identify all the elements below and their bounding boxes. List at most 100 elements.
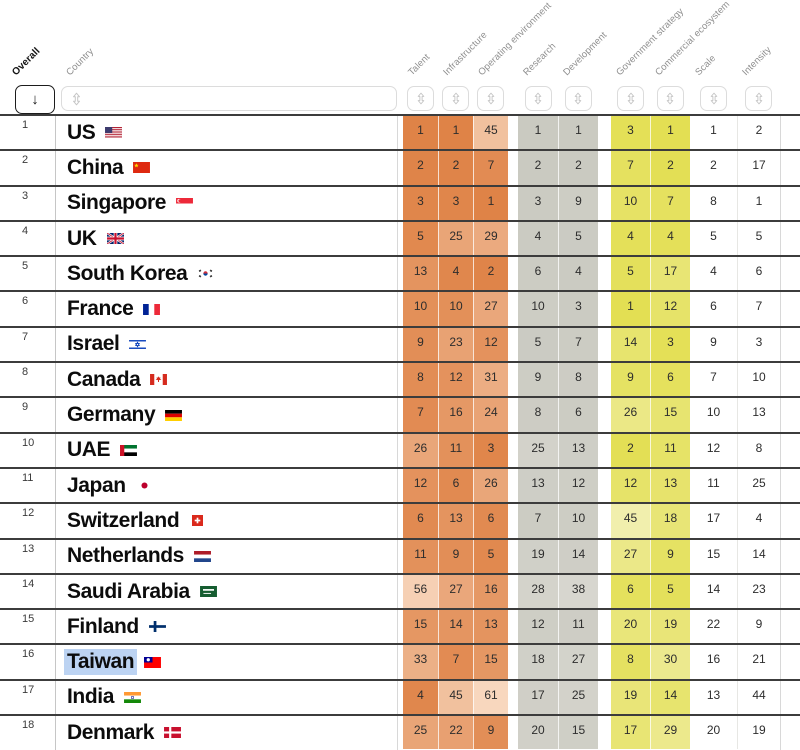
cell-infrastructure: 4 (438, 257, 473, 291)
column-header-scale: Scale (693, 53, 719, 78)
country-name: India (67, 685, 115, 709)
cell-infrastructure: 23 (438, 327, 473, 362)
sort-button-scale[interactable] (700, 86, 727, 111)
cell-government-strategy: 17 (611, 716, 650, 750)
rank-label: 3 (22, 189, 29, 202)
column-header-operating-environment: Operating environment (476, 0, 554, 79)
sort-updown-icon (574, 92, 582, 105)
cell-intensity: 2 (737, 116, 780, 150)
cell-research: 4 (518, 221, 558, 256)
country-name: South Korea (67, 261, 188, 285)
country-name: Germany (67, 403, 156, 427)
flag-fr-icon (143, 303, 161, 315)
country-cell: China (64, 155, 151, 181)
sort-updown-icon (452, 92, 459, 105)
sort-updown-icon (755, 92, 762, 105)
country-name: Japan (67, 473, 126, 497)
flag-ch-icon (192, 515, 204, 527)
cell-development: 13 (558, 433, 598, 467)
cell-operating-environment: 15 (473, 645, 508, 679)
cell-operating-environment: 2 (473, 257, 508, 291)
sort-button-intensity[interactable] (745, 86, 772, 111)
sort-button-talent[interactable] (407, 86, 434, 111)
cell-scale: 17 (706, 511, 721, 526)
table-row: 5 South Korea 13 4 2 6 4 5 17 4 6 (0, 255, 800, 291)
table-row: 2 China 2 2 7 2 2 7 2 2 17 (0, 149, 800, 185)
country-filter-input[interactable] (61, 86, 397, 111)
cell-development: 11 (558, 610, 598, 644)
cell-research: 13 (518, 468, 558, 503)
cell-commercial-ecosystem: 11 (650, 433, 690, 467)
cell-infrastructure: 7 (438, 645, 473, 679)
cell-scale: 1 (710, 123, 717, 137)
sort-updown-icon (666, 92, 674, 105)
cell-infrastructure: 22 (438, 716, 473, 750)
country-cell: Singapore (64, 190, 194, 216)
column-header-talent: Talent (406, 51, 433, 78)
cell-operating-environment: 31 (473, 363, 508, 397)
rank-label: 8 (22, 366, 29, 379)
cell-infrastructure: 27 (438, 574, 473, 609)
overall-sort-button[interactable]: ↓ (15, 85, 55, 114)
cell-talent: 15 (403, 610, 438, 644)
table-row: 8 Canada 8 12 31 9 8 9 6 7 10 (0, 361, 800, 397)
cell-commercial-ecosystem: 6 (650, 363, 690, 397)
cell-operating-environment: 5 (473, 539, 508, 573)
table-row: 10 UAE 26 11 3 25 13 2 11 12 8 (0, 431, 800, 467)
cell-commercial-ecosystem: 5 (650, 574, 690, 609)
sort-button-government-strategy[interactable] (617, 86, 644, 111)
cell-scale: 22 (706, 617, 721, 632)
sort-button-infrastructure[interactable] (442, 86, 469, 111)
sort-updown-icon (534, 92, 542, 105)
country-name: Finland (67, 614, 139, 638)
cell-commercial-ecosystem: 3 (650, 327, 690, 362)
cell-infrastructure: 16 (438, 398, 473, 432)
cell-talent: 6 (403, 504, 438, 538)
table-row: 18 Denmark 25 22 9 20 15 17 29 20 19 (0, 714, 800, 750)
cell-government-strategy: 12 (611, 468, 650, 503)
cell-research: 25 (518, 433, 558, 467)
cell-operating-environment: 1 (473, 186, 508, 220)
rank-label: 13 (22, 542, 35, 555)
table-row: 7 Israel 9 23 12 5 7 14 3 9 3 (0, 325, 800, 362)
rank-label: 7 (22, 330, 29, 343)
cell-talent: 9 (403, 327, 438, 362)
country-cell: Japan (64, 473, 153, 499)
cell-commercial-ecosystem: 30 (650, 645, 690, 679)
column-header-development: Development (561, 29, 610, 78)
cell-intensity: 5 (737, 221, 780, 256)
sort-button-development[interactable] (564, 86, 592, 111)
cell-intensity: 13 (737, 398, 780, 432)
cell-intensity: 8 (737, 433, 780, 467)
column-header-research: Research (521, 40, 559, 78)
sort-button-commercial-ecosystem[interactable] (656, 86, 684, 111)
sort-button-research[interactable] (524, 86, 552, 111)
cell-development: 12 (558, 468, 598, 503)
table-row: 3 Singapore 3 3 1 3 9 10 7 8 1 (0, 184, 800, 220)
cell-scale: 16 (706, 652, 721, 667)
cell-intensity: 14 (737, 539, 780, 573)
cell-intensity: 19 (737, 716, 780, 750)
flag-cn-icon (133, 162, 151, 174)
cell-scale: 9 (710, 334, 717, 349)
cell-talent: 33 (403, 645, 438, 679)
cell-intensity: 21 (737, 645, 780, 679)
cell-government-strategy: 26 (611, 398, 650, 432)
rank-label: 6 (22, 295, 29, 308)
cell-government-strategy: 10 (611, 186, 650, 220)
cell-infrastructure: 9 (438, 539, 473, 573)
cell-operating-environment: 7 (473, 151, 508, 185)
sort-button-operating-environment[interactable] (477, 86, 504, 111)
country-name: France (67, 297, 134, 321)
cell-talent: 11 (403, 539, 438, 573)
cell-operating-environment: 9 (473, 716, 508, 750)
cell-operating-environment: 6 (473, 504, 508, 538)
cell-development: 38 (558, 574, 598, 609)
column-header-country: Country (64, 46, 97, 78)
cell-government-strategy: 4 (611, 221, 650, 256)
cell-talent: 1 (403, 116, 438, 150)
cell-commercial-ecosystem: 19 (650, 610, 690, 644)
cell-research: 28 (518, 574, 558, 609)
cell-talent: 10 (403, 292, 438, 326)
country-name: Denmark (67, 720, 155, 744)
